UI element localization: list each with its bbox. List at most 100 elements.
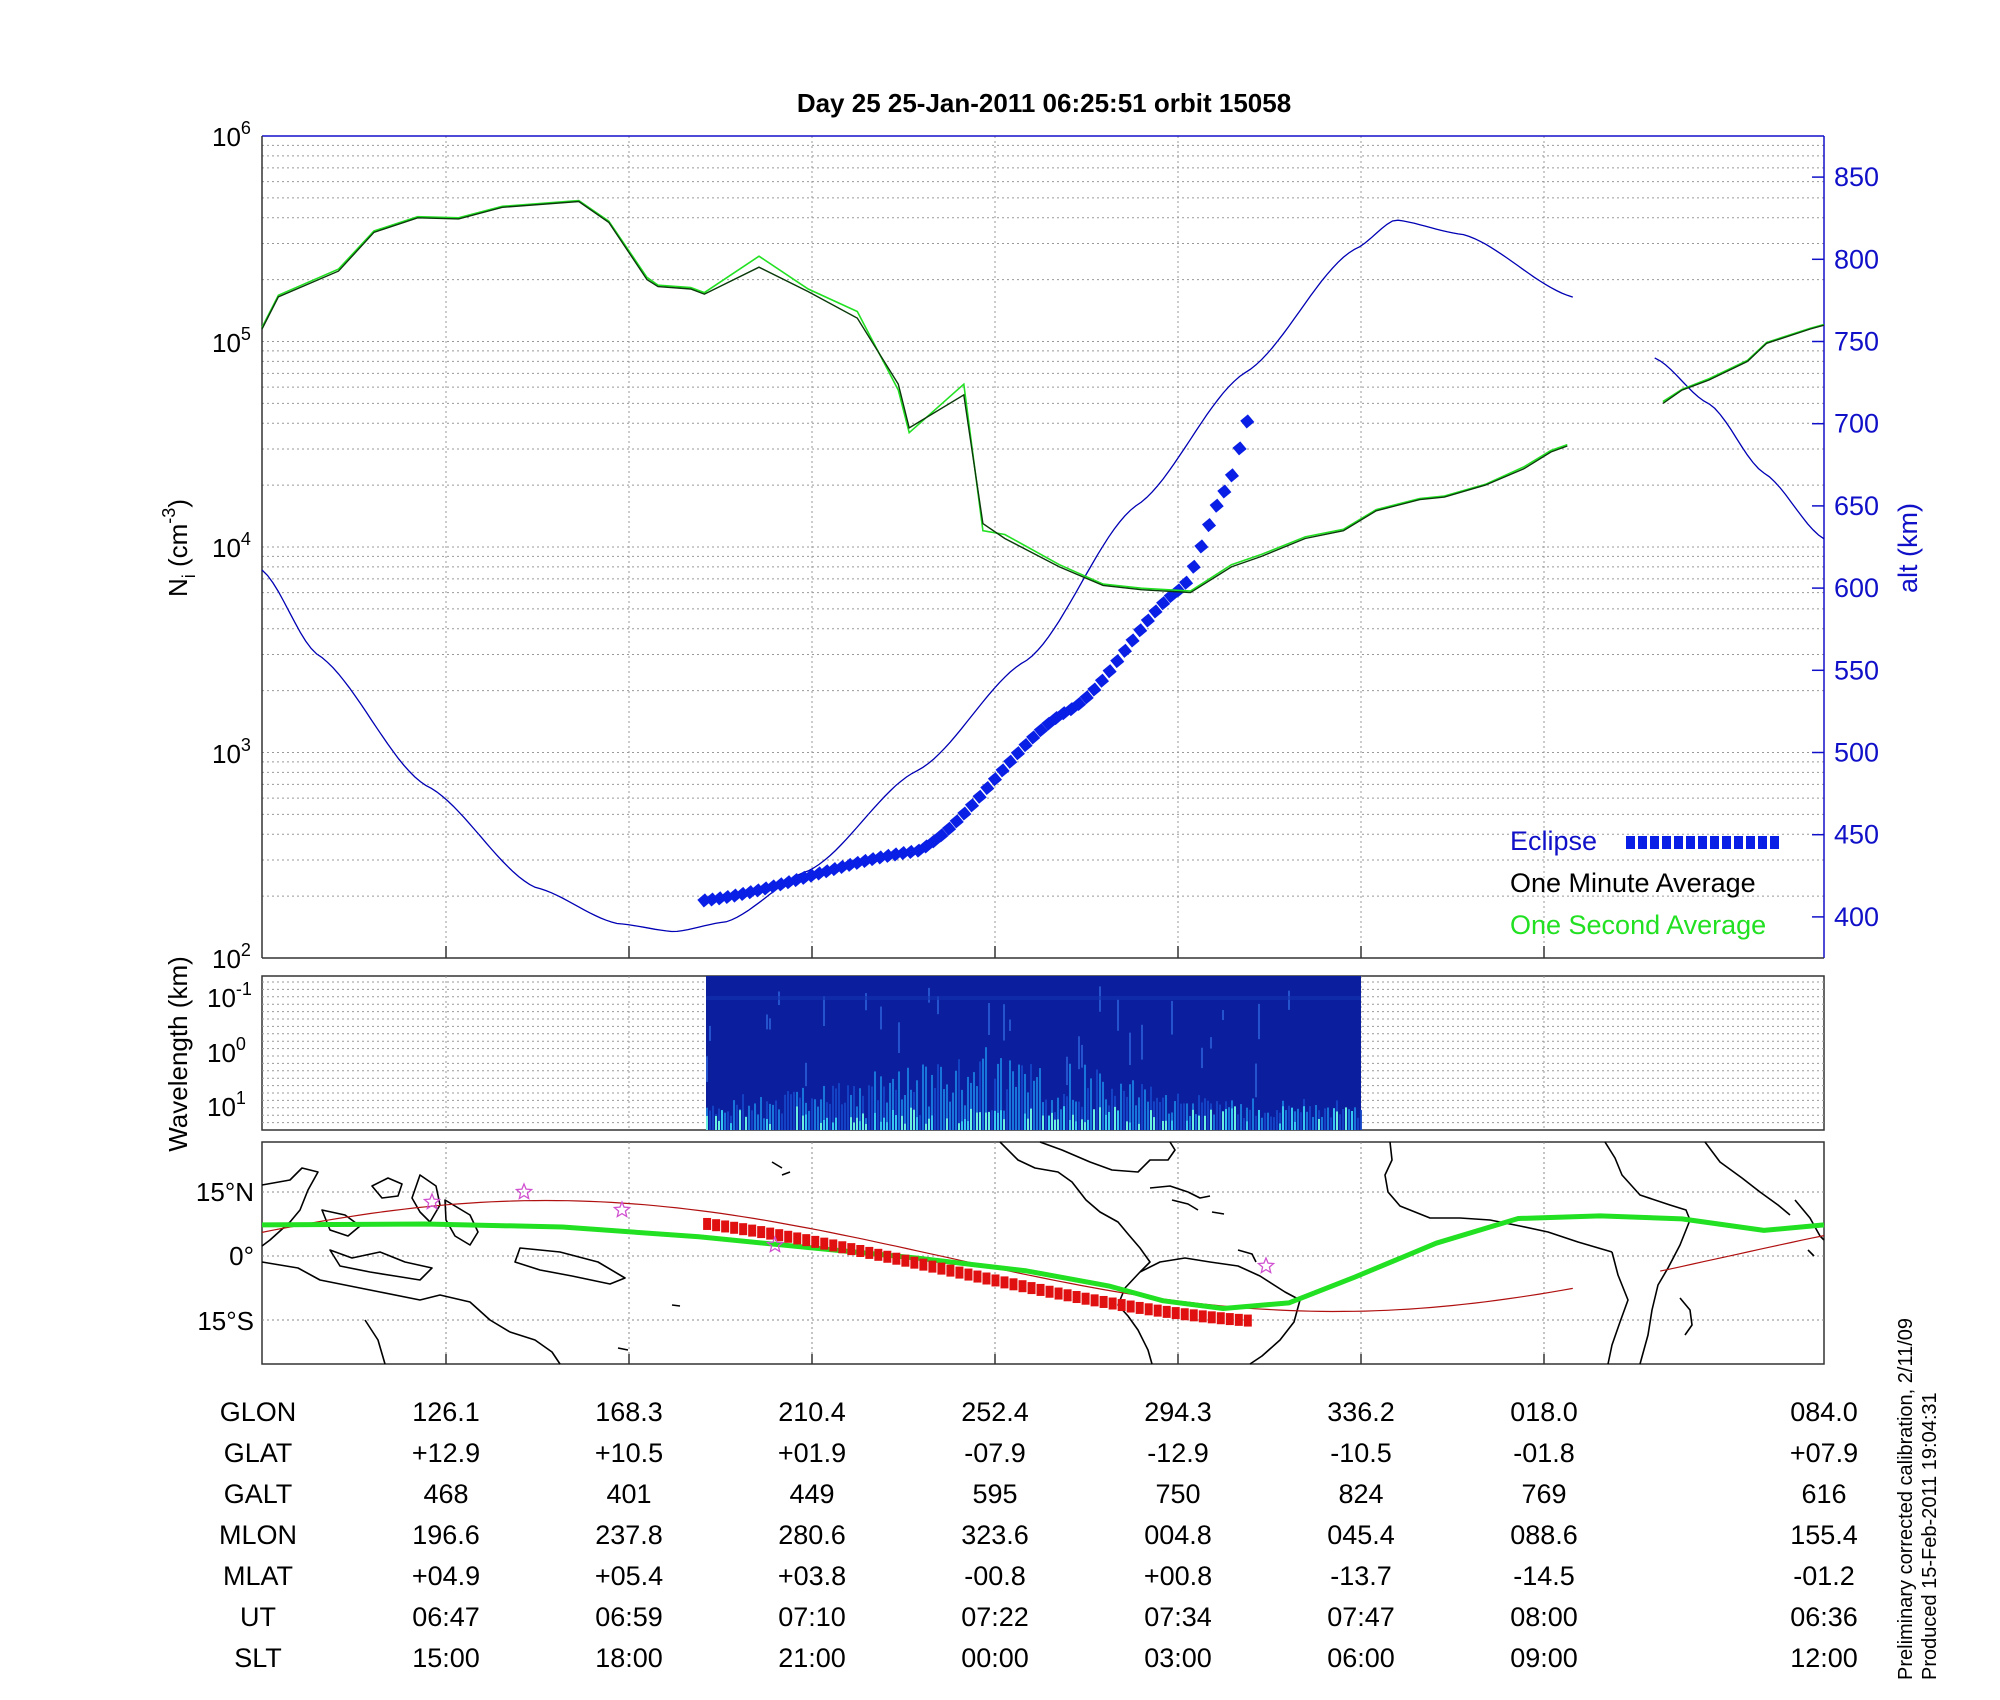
table-cell: 168.3 xyxy=(595,1397,663,1427)
spectrogram-column xyxy=(841,1104,843,1130)
spectrogram-bright xyxy=(1105,1114,1107,1130)
spectrogram-bright xyxy=(892,1109,894,1130)
data-table: GLON 126.1 168.3 210.4 252.4 294.3 336.2 018.0 0… xyxy=(219,1397,1858,1673)
spectrogram-bright xyxy=(904,1123,906,1130)
spectrogram-band xyxy=(706,996,1361,1000)
spectrogram-bright xyxy=(1258,1109,1260,1130)
map-eclipse-mark xyxy=(1225,1313,1234,1326)
right-axis-label: alt (km) xyxy=(1893,503,1923,593)
spectrogram-column xyxy=(937,1064,939,1130)
spectrogram-column xyxy=(1270,1116,1272,1130)
spectrogram-column xyxy=(1126,1096,1128,1130)
table-cell: -10.5 xyxy=(1330,1438,1392,1468)
spectrogram-bright xyxy=(1108,1111,1110,1130)
spectrogram-column xyxy=(784,1094,786,1130)
eclipse-mark xyxy=(957,806,972,821)
eclipse-mark xyxy=(980,780,995,796)
legend-one-second-label: One Second Average xyxy=(1510,910,1766,940)
spectrogram-column xyxy=(826,1102,828,1130)
legend-eclipse-block xyxy=(1698,836,1707,849)
spectrogram-bright xyxy=(967,1121,969,1130)
eclipse-mark xyxy=(1240,414,1255,429)
table-cell: -01.2 xyxy=(1793,1561,1855,1591)
spectrogram-column xyxy=(883,1086,885,1130)
spectrogram-column xyxy=(1360,1109,1362,1130)
spectrogram-column xyxy=(1060,1109,1062,1130)
map-eclipse-mark xyxy=(712,1219,721,1232)
map-eclipse-mark xyxy=(1216,1312,1225,1325)
footer-line1: Preliminary corrected calibration, 2/11/… xyxy=(1895,1318,1917,1680)
spectrogram-bright xyxy=(931,1115,933,1130)
map-eclipse-mark xyxy=(775,1229,784,1242)
spectrogram-bright xyxy=(970,1108,972,1130)
spectrogram-bright xyxy=(739,1110,741,1130)
map-panel: 15°N 0° 15°S xyxy=(196,1141,1825,1365)
spectrogram-column xyxy=(835,1088,837,1130)
spectrogram-column xyxy=(733,1100,735,1130)
spectrogram-column xyxy=(1243,1118,1245,1130)
eclipse-mark xyxy=(1003,754,1018,769)
spectrogram-column xyxy=(1120,1083,1122,1130)
table-cell: 07:34 xyxy=(1144,1602,1212,1632)
spectrogram-bright xyxy=(1075,1121,1077,1130)
right-tick-label: 500 xyxy=(1834,738,1879,768)
table-cell: 401 xyxy=(606,1479,651,1509)
spectrogram-column xyxy=(787,1091,789,1130)
wave-tick-1e1: 101 xyxy=(207,1088,246,1122)
spectrogram-column xyxy=(709,1110,711,1130)
spectrogram-column xyxy=(1123,1090,1125,1130)
spectrogram-bright xyxy=(1024,1113,1026,1130)
table-cell: 126.1 xyxy=(412,1397,480,1427)
spectrogram-streak xyxy=(1255,1063,1257,1098)
spectrogram-column xyxy=(1174,1101,1176,1130)
spectrogram-column xyxy=(775,1100,777,1130)
spectrogram-column xyxy=(991,1110,993,1130)
spectrogram-bright xyxy=(859,1121,861,1130)
spectrogram-column xyxy=(814,1099,816,1130)
spectrogram-bright xyxy=(1162,1120,1164,1130)
table-cell: +03.8 xyxy=(778,1561,846,1591)
eclipse-mark xyxy=(964,798,980,813)
map-stars xyxy=(422,1182,1276,1274)
table-row-label: UT xyxy=(240,1602,276,1632)
spectrogram-bright xyxy=(1192,1109,1194,1130)
spectrogram-bright xyxy=(1129,1122,1131,1130)
map-star-marker xyxy=(1256,1256,1276,1274)
spectrogram-column xyxy=(1006,1089,1008,1130)
one-minute-series xyxy=(261,200,1568,594)
table-cell: -01.8 xyxy=(1513,1438,1575,1468)
spectrogram-column xyxy=(877,1100,879,1130)
spectrogram-bright xyxy=(730,1123,732,1130)
map-eclipse-mark xyxy=(748,1224,757,1237)
legend-eclipse-block xyxy=(1746,836,1755,849)
spectrogram-column xyxy=(1066,1096,1068,1130)
spectrogram-bright xyxy=(1198,1115,1200,1130)
map-eclipse-mark xyxy=(973,1270,982,1283)
spectrogram-bright xyxy=(745,1116,747,1130)
table-cell: 07:22 xyxy=(961,1602,1029,1632)
spectrogram-bright xyxy=(1279,1123,1281,1130)
table-cell: 323.6 xyxy=(961,1520,1029,1550)
right-tick-label: 600 xyxy=(1834,573,1879,603)
eclipse-mark xyxy=(1232,441,1247,456)
spectrogram-column xyxy=(1147,1101,1149,1130)
spectrogram-column xyxy=(751,1110,753,1130)
spectrogram-column xyxy=(793,1091,795,1130)
spectrogram-bright xyxy=(823,1119,825,1130)
map-eclipse-mark xyxy=(1018,1280,1027,1293)
spectrogram-column xyxy=(928,1106,930,1130)
spectrogram-column xyxy=(1195,1114,1197,1130)
map-eclipse-mark xyxy=(784,1230,793,1243)
spectrogram-column xyxy=(1099,1073,1101,1130)
legend: Eclipse One Minute Average One Second Av… xyxy=(1510,826,1779,940)
map-eclipse-mark xyxy=(721,1220,730,1233)
eclipse-mark xyxy=(1217,484,1232,499)
density-lines xyxy=(261,199,1825,594)
spectrogram-column xyxy=(1057,1097,1059,1130)
spectrogram-column xyxy=(1315,1105,1317,1130)
spectrogram-column xyxy=(943,1089,945,1130)
table-row-label: SLT xyxy=(234,1643,282,1673)
spectrogram-column xyxy=(1069,1063,1071,1130)
spectrogram-streak xyxy=(1003,1004,1005,1041)
spectrogram-column xyxy=(1297,1108,1299,1130)
